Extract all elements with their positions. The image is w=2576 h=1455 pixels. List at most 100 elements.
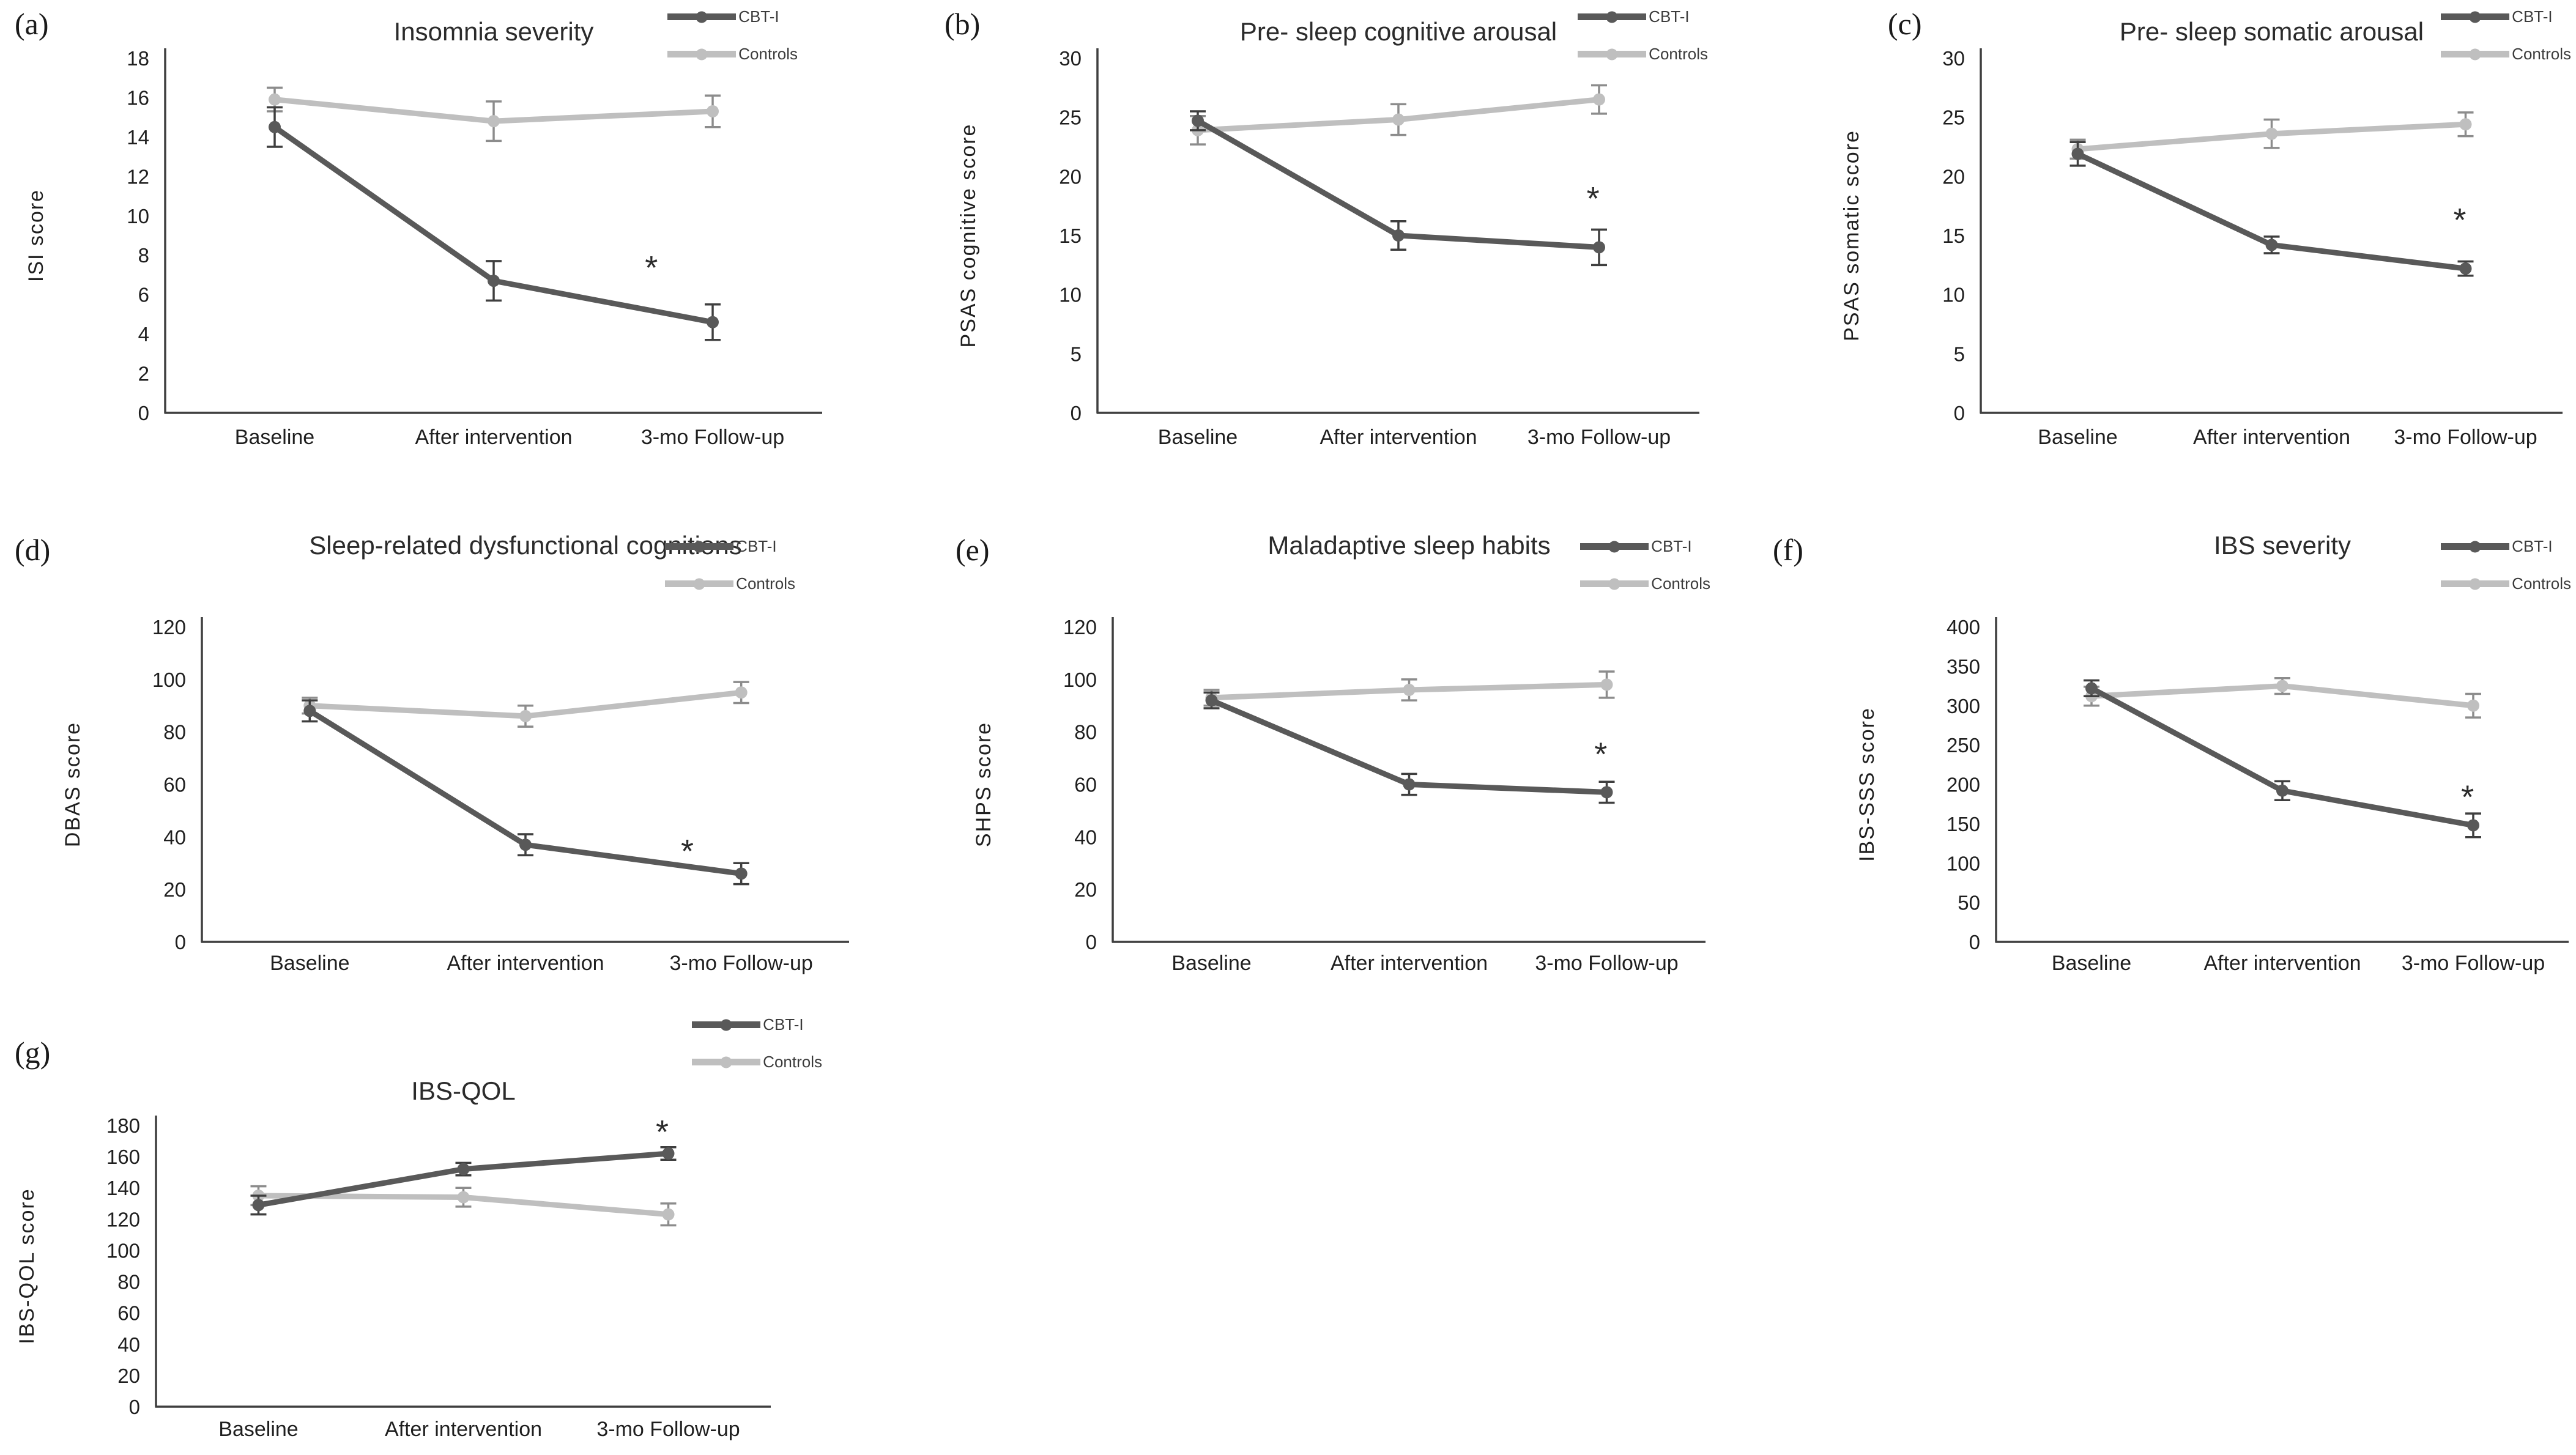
legend-item-controls: Controls bbox=[692, 1053, 822, 1072]
x-category-label: After intervention bbox=[2193, 426, 2350, 449]
chart-title: Insomnia severity bbox=[393, 17, 594, 46]
legend-item-cbt-i: CBT-I bbox=[665, 537, 795, 556]
series-cbt-i bbox=[1203, 691, 1615, 804]
data-point-marker bbox=[1403, 778, 1416, 791]
line-chart: 0 5 10 15 20 25 30 PSAS cognitive score Baseline… bbox=[957, 47, 1699, 449]
legend-item-controls: Controls bbox=[665, 574, 795, 593]
series-controls bbox=[267, 86, 721, 143]
panel-letter: (c) bbox=[1888, 7, 1922, 41]
series-line bbox=[2088, 685, 2476, 828]
data-point-marker bbox=[2467, 819, 2479, 832]
x-category-label: After intervention bbox=[1331, 952, 1488, 975]
y-tick-label: 4 bbox=[138, 323, 149, 346]
y-tick-label: 20 bbox=[1059, 165, 1082, 188]
data-point-marker bbox=[707, 105, 719, 117]
line-chart: 0 20 40 60 80 100 120 SHPS score Baseline After i… bbox=[972, 616, 1706, 975]
cbt-i-line-swatch bbox=[2441, 541, 2510, 552]
chart-title: IBS severity bbox=[2213, 531, 2351, 560]
data-point-marker bbox=[2459, 118, 2472, 131]
y-tick-label: 0 bbox=[129, 1396, 140, 1418]
legend-item-cbt-i: CBT-I bbox=[2441, 7, 2571, 26]
controls-line-swatch bbox=[2441, 578, 2510, 590]
legend-label: CBT-I bbox=[2512, 7, 2553, 26]
chart-panel-c: (c) Pre- sleep somatic arousal CBT-I Con… bbox=[1718, 0, 2576, 483]
legend-label: CBT-I bbox=[736, 537, 777, 555]
y-tick-label: 120 bbox=[1063, 616, 1097, 639]
significance-asterisk: * bbox=[681, 833, 694, 870]
y-tick-label: 0 bbox=[1071, 402, 1082, 424]
line-chart: 0 5 10 15 20 25 30 PSAS somatic score Baseline Af… bbox=[1840, 47, 2563, 449]
chart-title: Maladaptive sleep habits bbox=[1268, 531, 1551, 560]
x-category-label: 3-mo Follow-up bbox=[670, 952, 813, 975]
y-tick-label: 40 bbox=[163, 826, 186, 848]
y-tick-label: 10 bbox=[1942, 284, 1965, 306]
y-tick-label: 6 bbox=[138, 284, 149, 306]
y-tick-label: 5 bbox=[1071, 342, 1082, 365]
chart-title: Pre- sleep somatic arousal bbox=[2119, 17, 2424, 46]
data-point-marker bbox=[1392, 113, 1405, 126]
x-category-label: 3-mo Follow-up bbox=[2394, 426, 2537, 449]
x-category-label: Baseline bbox=[218, 1418, 298, 1441]
x-category-label: 3-mo Follow-up bbox=[1527, 426, 1671, 449]
panel-letter: (a) bbox=[15, 7, 49, 41]
legend-label: Controls bbox=[1649, 45, 1708, 63]
x-category-label: Baseline bbox=[1158, 426, 1238, 449]
cbt-i-line-swatch bbox=[665, 541, 734, 552]
y-tick-label: 400 bbox=[1947, 616, 1980, 639]
y-tick-label: 16 bbox=[127, 86, 149, 109]
data-point-marker bbox=[2265, 239, 2278, 251]
data-point-marker bbox=[2276, 679, 2288, 692]
y-tick-label: 0 bbox=[138, 402, 149, 424]
data-point-marker bbox=[457, 1163, 470, 1175]
y-tick-label: 40 bbox=[1074, 826, 1097, 848]
significance-asterisk: * bbox=[1594, 736, 1607, 772]
legend-label: CBT-I bbox=[2512, 537, 2553, 555]
y-tick-label: 180 bbox=[106, 1114, 140, 1137]
x-category-label: 3-mo Follow-up bbox=[596, 1418, 740, 1441]
legend-item-cbt-i: CBT-I bbox=[667, 7, 798, 26]
controls-line-swatch bbox=[2441, 48, 2510, 60]
x-category-label: After intervention bbox=[415, 426, 572, 449]
legend-label: CBT-I bbox=[763, 1015, 804, 1034]
controls-marker-icon bbox=[1606, 48, 1618, 60]
controls-line-swatch bbox=[1580, 578, 1649, 590]
line-chart: 0 50 100 150 200 250 300 350 400 IBS-SSS score Bas… bbox=[1855, 616, 2569, 975]
cbt-i-marker-icon bbox=[2469, 541, 2481, 552]
chart-panel-g: (g) IBS-QOL CBT-I Controls 0 20 40 60 80 100 1… bbox=[0, 979, 859, 1455]
y-tick-label: 0 bbox=[175, 931, 186, 953]
panel-letter: (d) bbox=[15, 533, 51, 567]
x-category-label: Baseline bbox=[1171, 952, 1251, 975]
x-category-label: 3-mo Follow-up bbox=[2402, 952, 2545, 975]
legend: CBT-I Controls bbox=[692, 1015, 822, 1072]
y-tick-label: 25 bbox=[1942, 106, 1965, 129]
data-point-marker bbox=[662, 1147, 675, 1160]
y-tick-label: 160 bbox=[106, 1146, 140, 1168]
x-category-label: 3-mo Follow-up bbox=[641, 426, 784, 449]
legend-item-cbt-i: CBT-I bbox=[692, 1015, 822, 1034]
y-tick-label: 100 bbox=[1947, 852, 1980, 875]
legend-item-cbt-i: CBT-I bbox=[1578, 7, 1708, 26]
series-controls bbox=[250, 1185, 677, 1227]
y-tick-label: 100 bbox=[106, 1239, 140, 1262]
series-controls bbox=[1203, 670, 1615, 707]
y-tick-label: 350 bbox=[1947, 655, 1980, 678]
legend-label: Controls bbox=[738, 45, 798, 63]
legend: CBT-I Controls bbox=[667, 7, 798, 64]
y-tick-label: 14 bbox=[127, 126, 149, 149]
series-cbt-i bbox=[2069, 141, 2474, 277]
data-point-marker bbox=[252, 1199, 265, 1212]
legend-item-controls: Controls bbox=[2441, 574, 2571, 593]
legend-item-cbt-i: CBT-I bbox=[1580, 537, 1710, 556]
controls-marker-icon bbox=[2469, 578, 2481, 590]
x-category-label: Baseline bbox=[2052, 952, 2131, 975]
data-point-marker bbox=[2085, 682, 2098, 695]
controls-line-swatch bbox=[665, 578, 734, 590]
cbt-i-line-swatch bbox=[667, 11, 737, 23]
y-tick-label: 2 bbox=[138, 363, 149, 385]
line-chart: 0 20 40 60 80 100 120 140 160 180 IBS-QOL score Bas… bbox=[15, 1114, 771, 1441]
cbt-i-line-swatch bbox=[2441, 11, 2510, 23]
y-tick-label: 10 bbox=[1059, 284, 1082, 306]
data-point-marker bbox=[269, 93, 281, 106]
y-tick-label: 140 bbox=[106, 1177, 140, 1199]
